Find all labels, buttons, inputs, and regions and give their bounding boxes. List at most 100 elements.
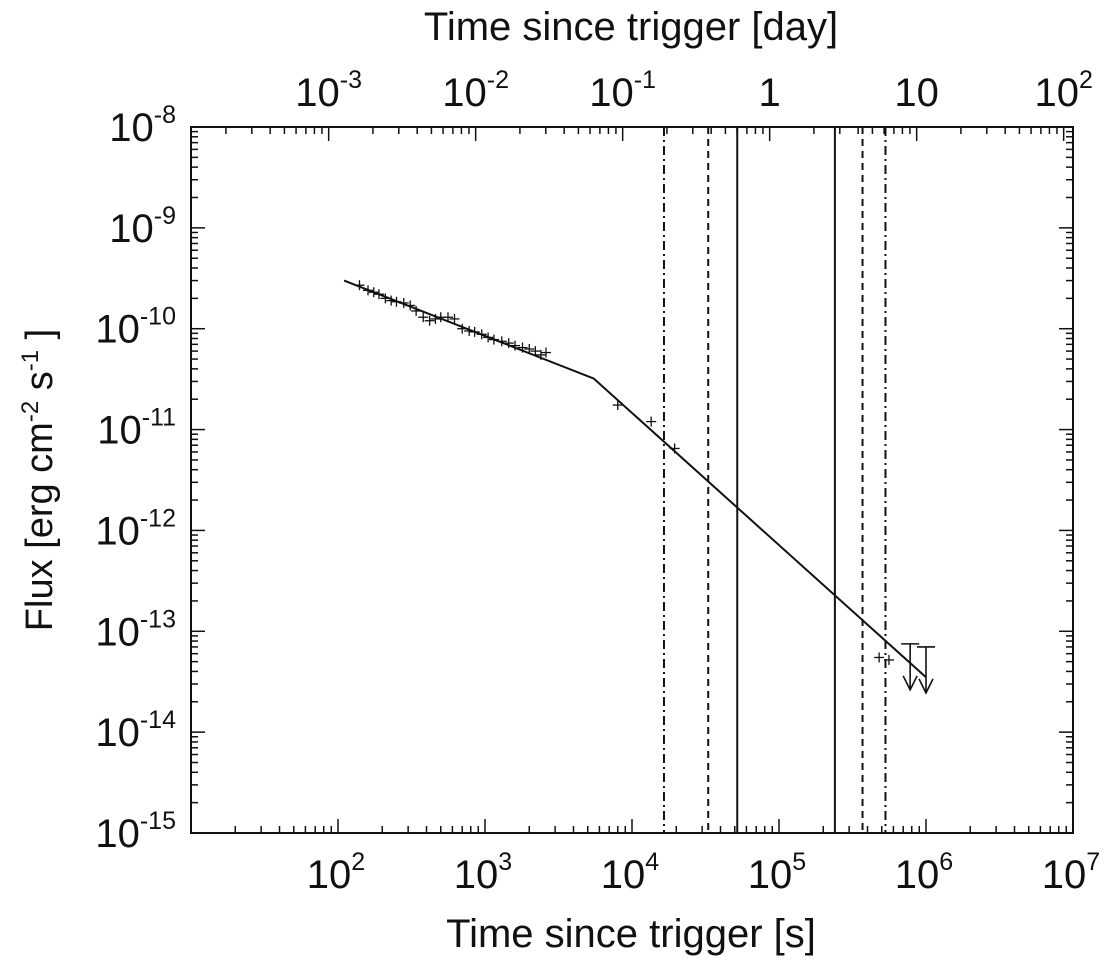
- model-line: [343, 279, 927, 679]
- x-top-tick-label-exponent: -3: [340, 66, 362, 94]
- y-tick-label-base: 10: [109, 106, 154, 150]
- x-tick-label-exponent: 7: [1086, 848, 1100, 876]
- data-point: [541, 347, 552, 358]
- x-top-tick-label-base: 10: [589, 71, 634, 115]
- data-point: [496, 336, 507, 347]
- x-tick-label: 102: [307, 848, 365, 897]
- upper-limit-arrow: [918, 678, 934, 695]
- data-point: [391, 296, 402, 307]
- y-tick-label: 10-14: [95, 706, 176, 755]
- x-tick-label-base: 10: [454, 853, 499, 897]
- y-tick-label: 10-15: [95, 807, 176, 856]
- y-tick-label: 10-9: [109, 202, 176, 251]
- data-point: [373, 289, 384, 300]
- upper-limit: [917, 646, 935, 695]
- data-point: [646, 416, 657, 427]
- y-tick-label-exponent: -12: [140, 504, 176, 532]
- x-tick-label-exponent: 3: [498, 848, 512, 876]
- x-top-axis-title: Time since trigger [day]: [424, 5, 838, 49]
- y-axis-title-sup2: -1: [17, 350, 44, 371]
- x-top-tick-label: 10-2: [442, 66, 509, 115]
- data-point: [363, 285, 374, 296]
- upper-limit: [901, 643, 920, 692]
- x-axis-title: Time since trigger [s]: [446, 912, 816, 956]
- x-top-tick-label-exponent: -2: [487, 66, 509, 94]
- y-tick-label: 10-8: [109, 101, 176, 150]
- y-tick-label-exponent: -15: [140, 807, 176, 835]
- y-tick-label: 10-13: [95, 605, 176, 654]
- x-tick-label-exponent: 2: [351, 848, 365, 876]
- x-top-tick-label-exponent: 2: [1079, 66, 1093, 94]
- x-tick-label-exponent: 5: [792, 848, 806, 876]
- x-top-tick-label-base: 1: [759, 71, 781, 115]
- y-tick-label-exponent: -14: [140, 706, 176, 734]
- y-axis-title-mid: s: [19, 371, 61, 401]
- x-top-tick-label: 1: [759, 71, 781, 115]
- data-point: [411, 305, 422, 316]
- data-point: [476, 329, 487, 340]
- data-point: [469, 326, 480, 337]
- data-point: [398, 297, 409, 308]
- data-point: [669, 443, 680, 454]
- y-tick-label: 10-10: [95, 303, 176, 352]
- y-tick-label-base: 10: [95, 610, 140, 654]
- data-point: [386, 295, 397, 306]
- x-top-tick-label: 10-3: [295, 66, 362, 115]
- data-point: [449, 313, 460, 324]
- data-point: [405, 300, 416, 311]
- data-point: [530, 346, 541, 357]
- x-top-tick-label-base: 10: [295, 71, 340, 115]
- x-top-tick-label-exponent: -1: [634, 66, 656, 94]
- y-tick-label-base: 10: [109, 207, 154, 251]
- y-axis-title-end: ]: [19, 329, 61, 350]
- data-point: [883, 654, 894, 665]
- upper-limit-arrow: [902, 675, 918, 692]
- data-point: [524, 343, 535, 354]
- data-point: [424, 315, 435, 326]
- data-point: [354, 280, 365, 291]
- y-tick-label-exponent: -10: [140, 303, 176, 331]
- x-tick-label-base: 10: [307, 853, 352, 897]
- data-point: [483, 332, 494, 343]
- data-point: [430, 313, 441, 324]
- x-tick-label: 103: [454, 848, 512, 897]
- y-axis-title: Flux [erg cm-2 s-1 ]: [17, 329, 61, 631]
- x-top-tick-label-base: 10: [894, 71, 939, 115]
- upper-limits: [901, 643, 935, 695]
- x-tick-label: 104: [601, 848, 660, 897]
- x-tick-label: 106: [895, 848, 953, 897]
- y-tick-label-base: 10: [95, 509, 140, 553]
- y-tick-label-exponent: -11: [142, 404, 176, 432]
- data-point: [517, 342, 528, 353]
- x-tick-label-base: 10: [748, 853, 793, 897]
- y-tick-label-base: 10: [95, 711, 140, 755]
- data-point: [418, 312, 429, 323]
- x-top-tick-label: 10-1: [589, 66, 656, 115]
- x-tick-label: 105: [748, 848, 806, 897]
- y-tick-label: 10-11: [97, 404, 176, 453]
- y-axis-title-sup1: -2: [17, 401, 44, 422]
- x-top-tick-label: 102: [1034, 66, 1092, 115]
- x-tick-label-exponent: 4: [645, 848, 659, 876]
- x-tick-label-base: 10: [895, 853, 940, 897]
- data-point: [510, 340, 521, 351]
- data-points: [354, 280, 894, 665]
- y-tick-label-exponent: -9: [154, 202, 176, 230]
- data-point: [464, 325, 475, 336]
- y-tick-label-base: 10: [95, 308, 140, 352]
- x-top-tick-labels: 10-3 10-2 10-1 1 10 102: [295, 66, 1093, 115]
- x-tick-label-exponent: 6: [939, 848, 953, 876]
- minor-ticks: [190, 127, 1073, 834]
- x-top-tick-label-base: 10: [442, 71, 487, 115]
- y-axis-title-main: Flux [erg cm: [19, 422, 61, 631]
- data-point: [503, 338, 514, 349]
- data-point: [442, 312, 453, 323]
- data-point: [457, 323, 468, 334]
- y-tick-label-exponent: -13: [140, 605, 176, 633]
- y-tick-label: 10-12: [95, 504, 176, 553]
- x-tick-label-base: 10: [1042, 853, 1087, 897]
- plot-frame: [190, 126, 1074, 834]
- x-top-tick-label: 10: [894, 71, 939, 115]
